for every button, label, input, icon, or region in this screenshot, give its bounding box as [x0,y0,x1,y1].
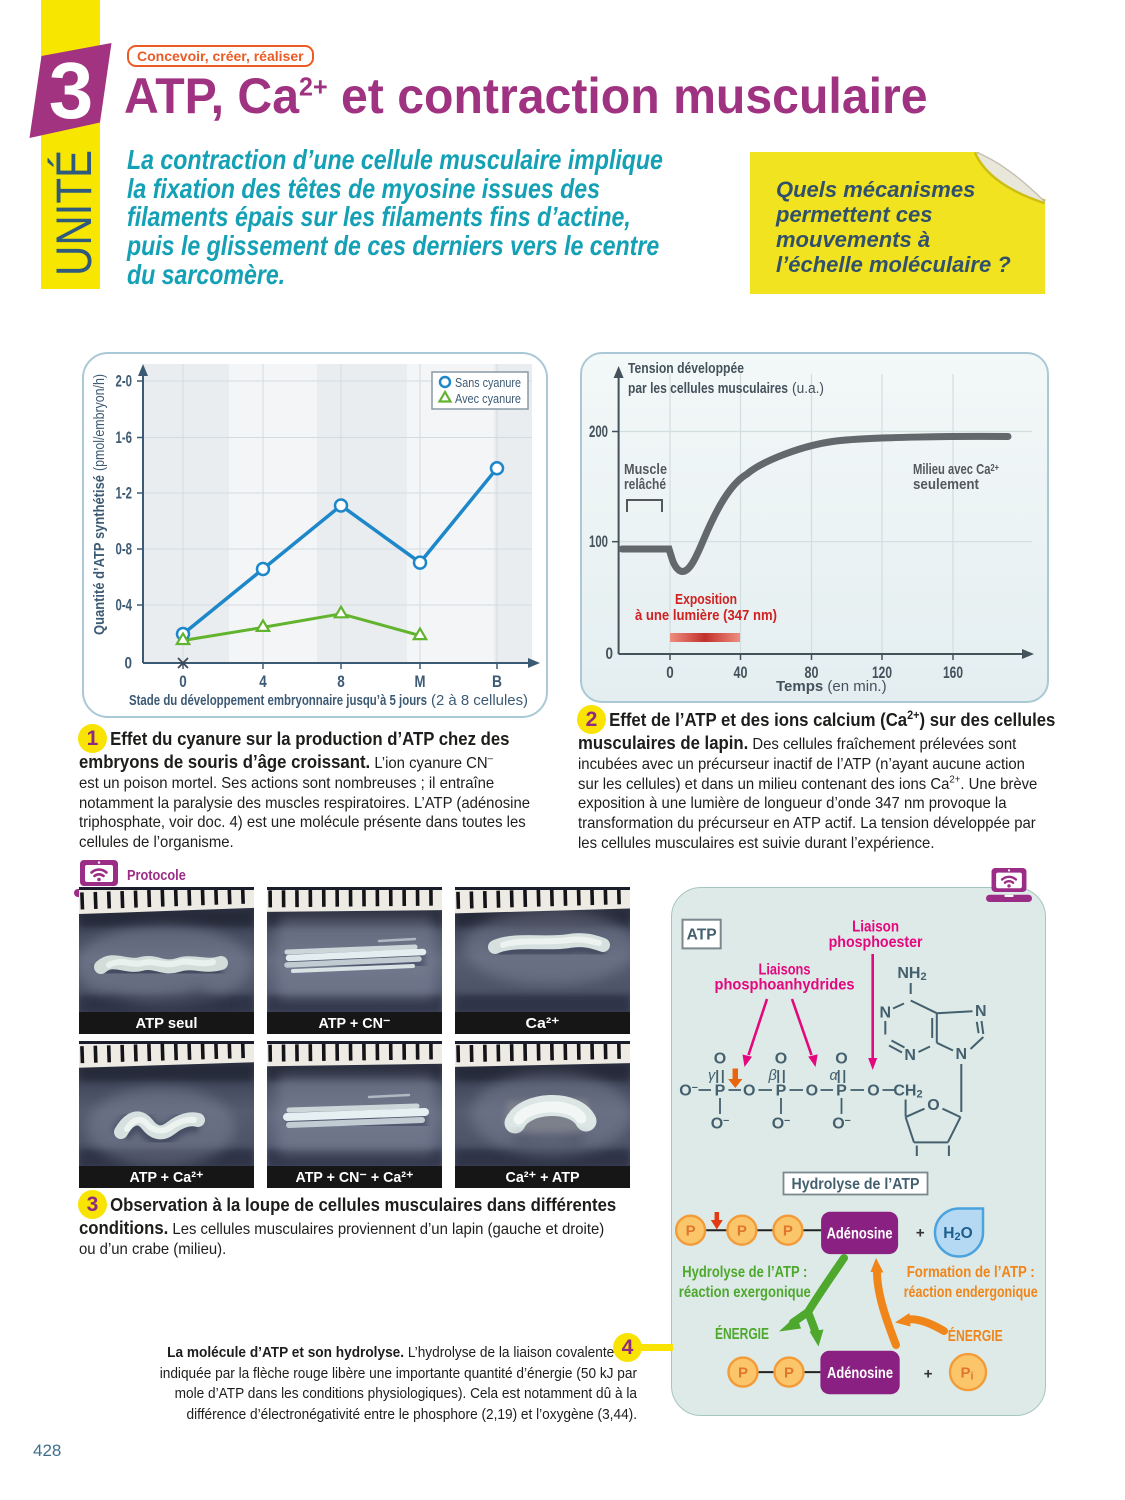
svg-text:ATP + CN⁻: ATP + CN⁻ [319,1015,391,1032]
svg-text:O: O [775,1051,787,1068]
svg-text:NH2: NH2 [897,965,926,983]
svg-text:O: O [714,1051,726,1068]
svg-text:N: N [956,1046,968,1063]
svg-text:ATP: ATP [687,927,717,944]
svg-text:ÉNERGIE: ÉNERGIE [715,1324,769,1343]
svg-text:H2O: H2O [943,1225,972,1243]
svg-text:N: N [880,1004,892,1021]
svg-text:+: + [924,1366,933,1383]
svg-text:Adénosine: Adénosine [827,1226,893,1243]
svg-text:Pi: Pi [960,1365,973,1383]
svg-text:P: P [783,1223,793,1240]
svg-text:O–: O– [679,1082,698,1100]
svg-text:phosphoester: phosphoester [829,934,923,951]
svg-text:Stade du développement embryon: Stade du développement embryonnaire jusq… [129,692,427,709]
svg-text:0: 0 [666,664,674,682]
svg-text:Adénosine: Adénosine [827,1365,893,1382]
svg-text:relâché: relâché [624,476,666,493]
svg-text:phosphoanhydrides: phosphoanhydrides [715,977,855,994]
svg-text:+: + [916,1225,925,1242]
svg-text:ÉNERGIE: ÉNERGIE [948,1326,1003,1345]
svg-text:(u.a.): (u.a.) [792,380,824,397]
svg-text:réaction endergonique: réaction endergonique [904,1284,1038,1301]
svg-text:γ: γ [708,1068,716,1084]
svg-text:100: 100 [589,533,608,551]
svg-text:4: 4 [259,673,267,691]
svg-text:(pmol/embryon/h): (pmol/embryon/h) [91,374,108,471]
svg-text:M: M [415,673,426,691]
svg-text:Formation de l’ATP :: Formation de l’ATP : [907,1264,1035,1281]
svg-text:Hydrolyse de l’ATP :: Hydrolyse de l’ATP : [682,1264,807,1281]
svg-text:0: 0 [606,645,614,663]
svg-text:40: 40 [734,664,748,682]
svg-text:0: 0 [125,655,133,673]
svg-text:O–: O– [832,1115,851,1133]
svg-text:P: P [715,1083,726,1100]
svg-text:N: N [975,1003,987,1020]
svg-text:2-0: 2-0 [116,373,133,391]
svg-text:O: O [835,1051,847,1068]
svg-text:O: O [806,1083,818,1100]
svg-text:(2 à 8 cellules): (2 à 8 cellules) [431,692,528,709]
svg-text:0: 0 [179,673,187,691]
svg-text:CH2: CH2 [893,1083,922,1101]
svg-text:α: α [830,1068,839,1084]
svg-text:ATP + CN⁻ + Ca²⁺: ATP + CN⁻ + Ca²⁺ [296,1169,414,1186]
svg-text:à une lumière (347 nm): à une lumière (347 nm) [635,607,777,624]
svg-text:O–: O– [711,1115,730,1133]
svg-text:Ca²⁺: Ca²⁺ [526,1015,560,1032]
svg-text:par les cellules musculaires: par les cellules musculaires [628,380,788,397]
svg-text:N: N [904,1047,916,1064]
svg-text:1-2: 1-2 [116,485,133,503]
svg-text:160: 160 [943,664,963,682]
svg-text:O: O [867,1083,879,1100]
svg-text:Exposition: Exposition [675,591,737,608]
svg-text:0-4: 0-4 [116,597,133,615]
svg-text:Muscle: Muscle [624,461,667,478]
svg-text:P: P [836,1083,847,1100]
svg-text:Liaisons: Liaisons [759,962,811,979]
svg-text:Ca²⁺ + ATP: Ca²⁺ + ATP [506,1169,580,1186]
svg-text:Sans cyanure: Sans cyanure [455,375,521,390]
svg-text:3: 3 [49,46,94,135]
svg-text:Milieu avec Ca2+: Milieu avec Ca2+ [913,461,999,478]
svg-text:8: 8 [337,673,345,691]
svg-text:Hydrolyse de l’ATP: Hydrolyse de l’ATP [792,1176,920,1193]
svg-text:O–: O– [772,1115,791,1133]
svg-text:200: 200 [589,423,608,441]
svg-text:Quantité d’ATP synthétisé: Quantité d’ATP synthétisé [91,475,108,635]
svg-text:ATP seul: ATP seul [136,1015,198,1032]
svg-text:ATP + Ca²⁺: ATP + Ca²⁺ [130,1169,204,1186]
svg-text:Temps (en min.): Temps (en min.) [776,678,887,695]
svg-text:P: P [776,1083,787,1100]
svg-text:seulement: seulement [913,476,979,493]
svg-text:P: P [686,1223,696,1240]
svg-text:80: 80 [805,664,819,682]
svg-text:1-6: 1-6 [116,429,133,447]
svg-text:120: 120 [872,664,892,682]
svg-text:0-8: 0-8 [116,541,133,559]
svg-text:O: O [743,1083,755,1100]
svg-text:β: β [768,1068,777,1084]
svg-text:O: O [927,1097,939,1114]
svg-text:Avec cyanure: Avec cyanure [455,391,521,406]
svg-text:Tension développée: Tension développée [628,360,744,377]
svg-text:B: B [492,673,502,691]
svg-text:réaction exergonique: réaction exergonique [679,1284,811,1301]
svg-text:P: P [737,1223,747,1240]
svg-text:P: P [784,1365,794,1382]
svg-text:Liaison: Liaison [852,919,899,936]
svg-text:P: P [738,1365,748,1382]
